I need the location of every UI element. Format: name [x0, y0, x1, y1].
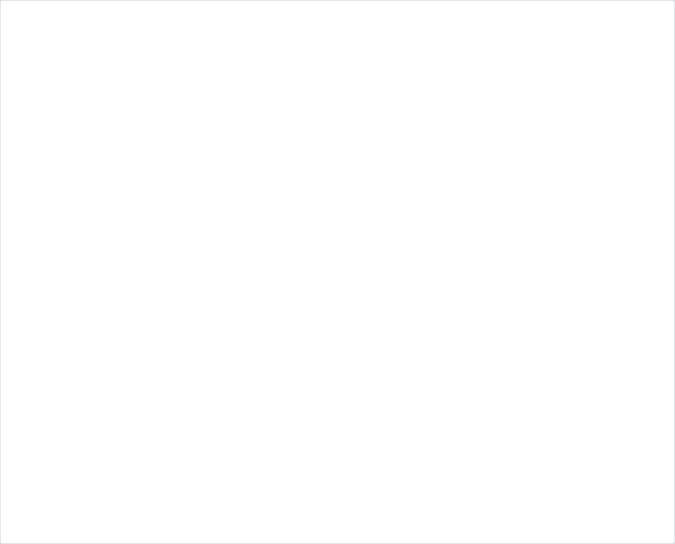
Text: —: — — [385, 469, 397, 481]
FancyBboxPatch shape — [98, 39, 192, 64]
Text: EBITDA: EBITDA — [26, 469, 70, 481]
Bar — [307, 203, 342, 226]
Text: 24.54B: 24.54B — [385, 332, 427, 345]
Text: Y/Y CHANGE: Y/Y CHANGE — [481, 274, 541, 283]
Text: Income statement: Income statement — [20, 16, 177, 31]
Text: Effective tax rate: Effective tax rate — [26, 503, 129, 516]
Bar — [88, 206, 123, 226]
Bar — [382, 101, 417, 226]
Bar — [197, 204, 232, 226]
Text: Revenue: Revenue — [26, 298, 84, 311]
Text: ↑24.58%: ↑24.58% — [486, 332, 541, 345]
Text: 13.07B: 13.07B — [385, 366, 427, 379]
Text: ↓-5.96%: ↓-5.96% — [489, 400, 541, 413]
Text: (INR): (INR) — [26, 274, 51, 283]
Text: ↑5.31%: ↑5.31% — [493, 435, 541, 448]
Text: Earnings per share: Earnings per share — [26, 435, 138, 448]
Bar — [272, 134, 307, 226]
Text: ↑17.79%: ↑17.79% — [486, 298, 541, 311]
Text: Annual: Annual — [122, 44, 168, 57]
Text: 39.66: 39.66 — [385, 435, 418, 448]
Bar — [417, 180, 452, 226]
Text: ∧: ∧ — [639, 16, 649, 30]
Text: —: — — [529, 503, 541, 516]
Text: —: — — [529, 469, 541, 481]
Text: Net profit margin: Net profit margin — [26, 400, 128, 413]
Text: 40.17B: 40.17B — [385, 298, 427, 311]
Bar — [526, 178, 562, 226]
Text: Quarterly: Quarterly — [40, 45, 97, 58]
Text: Operating expense: Operating expense — [26, 332, 153, 345]
Bar — [52, 145, 88, 226]
Bar — [162, 143, 197, 226]
Bar — [491, 78, 526, 226]
Text: ↑10.76%: ↑10.76% — [486, 366, 541, 379]
Text: 16.41%: 16.41% — [385, 503, 430, 516]
Bar — [474, 68, 580, 226]
Legend: Revenue, Net income: Revenue, Net income — [32, 231, 217, 250]
Text: 2024 ⓘ: 2024 ⓘ — [385, 274, 418, 283]
Text: Net income: Net income — [26, 366, 102, 379]
Text: 32.53: 32.53 — [385, 400, 418, 413]
